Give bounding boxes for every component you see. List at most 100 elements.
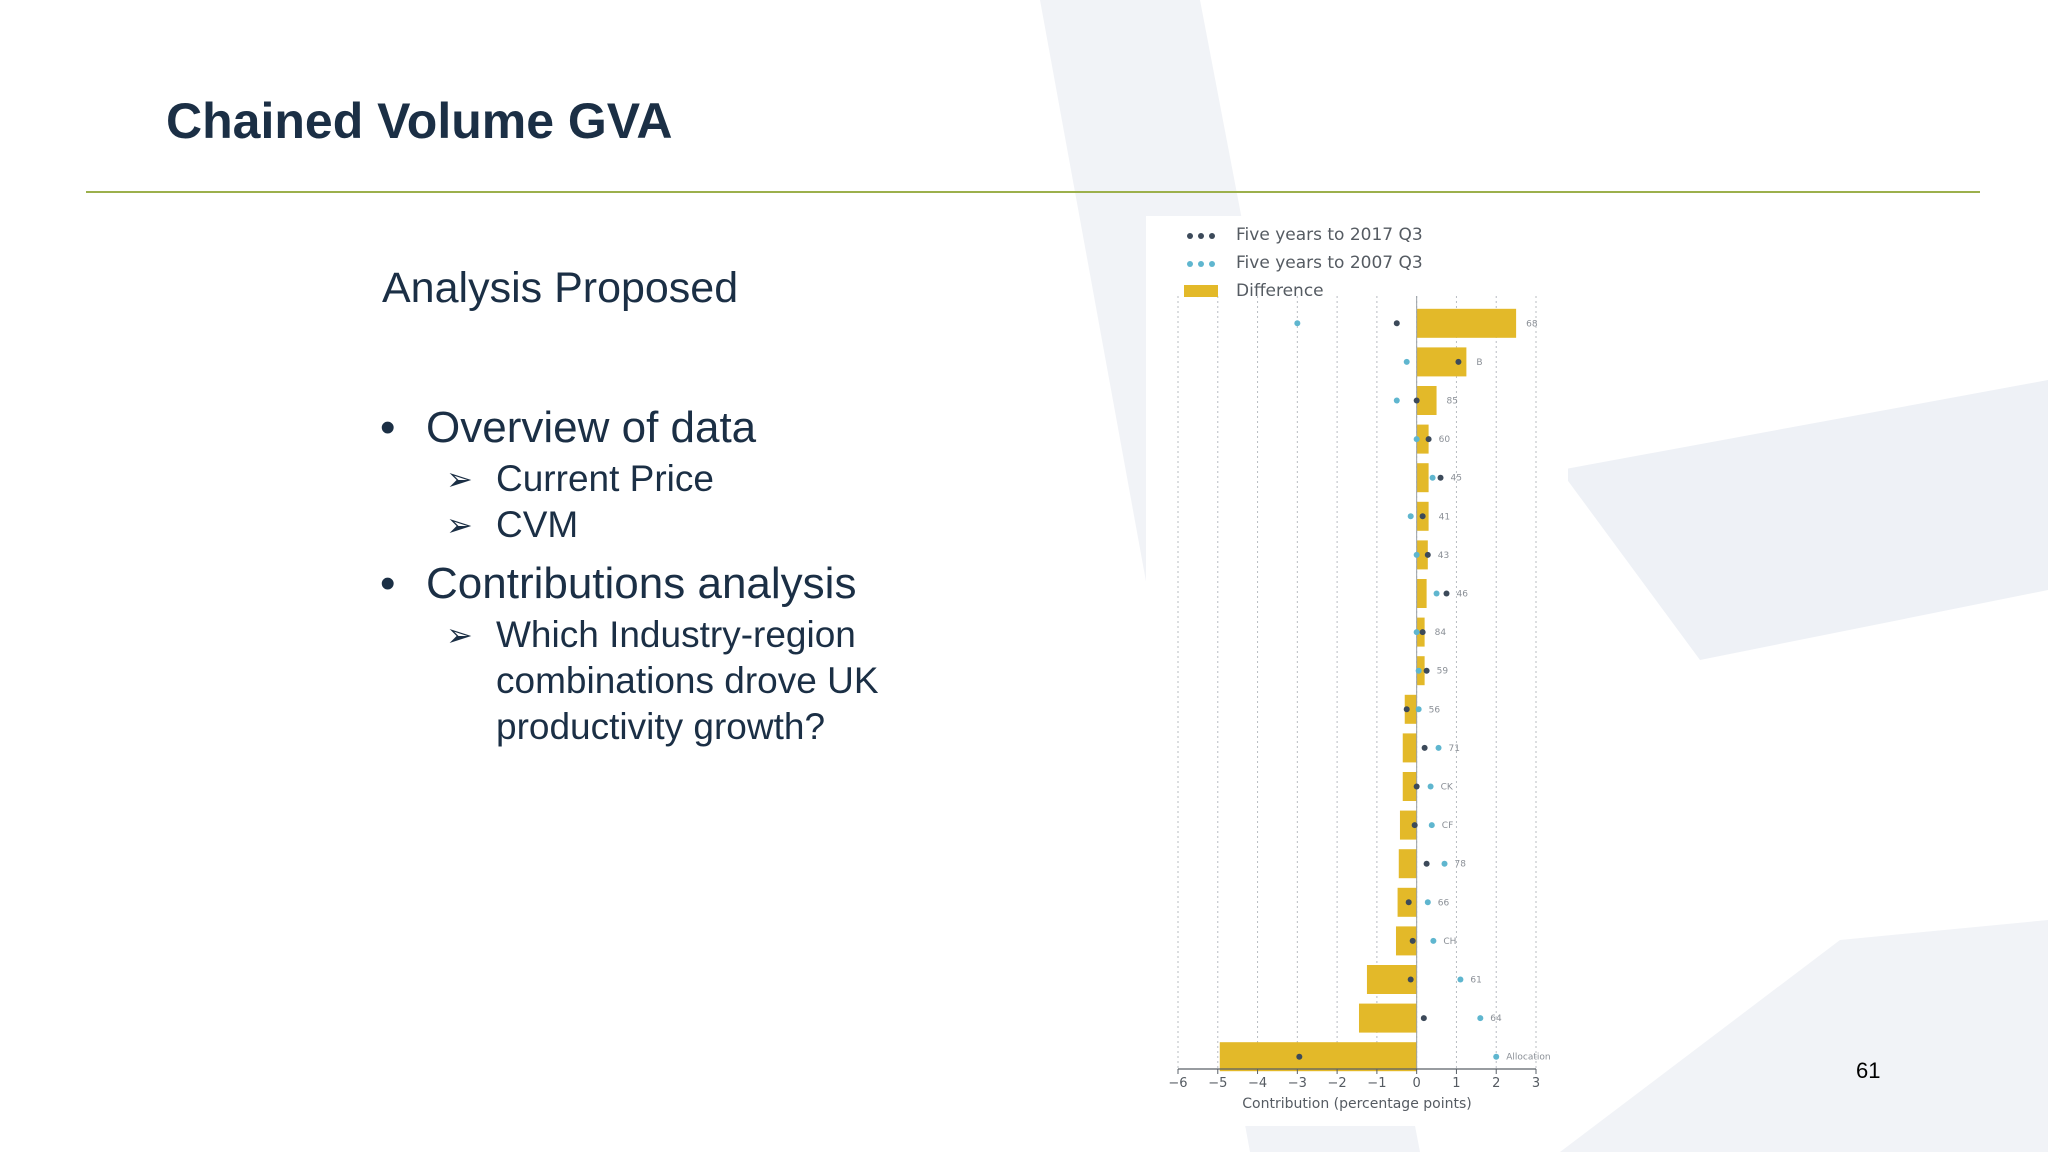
legend-marker-bar [1184, 285, 1218, 297]
dot-2017 [1437, 474, 1444, 481]
difference-bar [1402, 733, 1417, 763]
x-tick-label: −1 [1367, 1076, 1386, 1091]
sub-bullet-item: Which Industry-region combinations drove… [442, 612, 940, 750]
category-label: CF [1442, 821, 1453, 831]
legend-label: Five years to 2007 Q3 [1236, 253, 1423, 273]
category-label: Allocation [1506, 1053, 1550, 1063]
x-tick-label: −4 [1248, 1076, 1267, 1091]
page-number: 61 [1856, 1058, 1881, 1083]
dot-2017 [1411, 822, 1418, 829]
difference-bar [1416, 386, 1437, 415]
category-label: 78 [1455, 860, 1467, 870]
difference-bar [1404, 694, 1417, 724]
dot-2007 [1429, 474, 1436, 481]
dot-2007 [1424, 899, 1431, 906]
dot-2017 [1425, 436, 1432, 443]
x-tick-label: −5 [1208, 1076, 1227, 1091]
dot-2007 [1415, 706, 1422, 713]
bullet-label: Overview of data [426, 403, 757, 452]
category-label: 84 [1435, 628, 1447, 638]
difference-bar [1399, 810, 1417, 840]
category-label: 41 [1439, 512, 1450, 522]
difference-bar [1416, 424, 1429, 454]
sub-bullet-item: CVM [442, 502, 940, 548]
difference-bar [1395, 926, 1417, 956]
x-tick-label: 1 [1452, 1076, 1460, 1091]
difference-bar [1416, 579, 1427, 608]
difference-bar [1219, 1042, 1417, 1072]
x-tick-label: 0 [1413, 1076, 1421, 1091]
dot-2017 [1419, 513, 1426, 520]
contributions-chart: 68 B 85 60 45 41 43 46 84 59 56 71 CK CF 78 66 CH 61 64 All… [1168, 225, 1550, 1112]
dot-2017 [1393, 320, 1400, 327]
dot-2007 [1393, 397, 1400, 404]
slide-title: Chained Volume GVA [166, 93, 673, 149]
dot-2007 [1428, 822, 1435, 829]
dot-2007 [1457, 976, 1464, 983]
dot-2007 [1430, 937, 1437, 944]
legend-marker-dot [1187, 233, 1193, 239]
dot-2017 [1420, 1015, 1427, 1022]
dot-2007 [1413, 629, 1420, 636]
legend-marker-dot [1198, 261, 1204, 267]
category-label: 60 [1439, 435, 1451, 445]
category-label: 64 [1490, 1014, 1502, 1024]
dot-2017 [1443, 590, 1450, 597]
difference-bar [1398, 849, 1417, 879]
dot-2007 [1441, 860, 1448, 867]
dot-2017 [1407, 976, 1414, 983]
bullet-list: Overview of data Current Price CVM Contr… [380, 392, 940, 750]
x-tick-label: −2 [1328, 1076, 1347, 1091]
category-label: 56 [1429, 705, 1441, 715]
dot-2007 [1294, 320, 1301, 327]
sub-bullet-list: Current Price CVM [426, 456, 940, 548]
sub-bullet-list: Which Industry-region combinations drove… [426, 612, 940, 750]
category-label: B [1476, 358, 1482, 368]
legend-label: Difference [1236, 281, 1324, 301]
difference-bar [1416, 308, 1517, 338]
category-label: 61 [1470, 976, 1481, 986]
dot-2007 [1403, 358, 1410, 365]
dot-2017 [1413, 783, 1420, 790]
dot-2017 [1409, 937, 1416, 944]
legend-marker-dot [1209, 261, 1215, 267]
dot-2017 [1419, 629, 1426, 636]
dot-2007 [1433, 590, 1440, 597]
bullet-item: Contributions analysis Which Industry-re… [380, 558, 940, 750]
dot-2007 [1413, 551, 1420, 558]
dot-2017 [1423, 860, 1430, 867]
section-subtitle: Analysis Proposed [382, 264, 739, 312]
bullet-label: Contributions analysis [426, 559, 857, 608]
category-label: 66 [1438, 898, 1450, 908]
legend-marker-dot [1187, 261, 1193, 267]
dot-2007 [1435, 744, 1442, 751]
dot-2007 [1413, 436, 1420, 443]
dot-2017 [1421, 744, 1428, 751]
legend-marker-dot [1209, 233, 1215, 239]
dot-2017 [1403, 706, 1410, 713]
difference-bar [1416, 463, 1429, 493]
category-label: 59 [1437, 667, 1449, 677]
dot-2007 [1477, 1015, 1484, 1022]
dot-2017 [1424, 551, 1431, 558]
dot-2017 [1413, 397, 1420, 404]
category-label: 68 [1526, 319, 1538, 329]
bullet-item: Overview of data Current Price CVM [380, 402, 940, 548]
category-label: 71 [1449, 744, 1460, 754]
dot-2017 [1296, 1053, 1303, 1060]
category-label: 45 [1451, 474, 1462, 484]
x-axis-label: Contribution (percentage points) [1242, 1096, 1471, 1112]
dot-2007 [1407, 513, 1414, 520]
category-label: 43 [1438, 551, 1449, 561]
x-tick-label: 3 [1532, 1076, 1540, 1091]
category-label: CK [1441, 783, 1454, 793]
dot-2007 [1415, 667, 1422, 674]
difference-bar [1416, 540, 1428, 570]
x-tick-label: −6 [1168, 1076, 1187, 1091]
category-label: 46 [1457, 590, 1469, 600]
x-tick-label: −3 [1288, 1076, 1307, 1091]
sub-bullet-item: Current Price [442, 456, 940, 502]
category-label: CH [1443, 937, 1456, 947]
difference-bar [1402, 772, 1417, 801]
